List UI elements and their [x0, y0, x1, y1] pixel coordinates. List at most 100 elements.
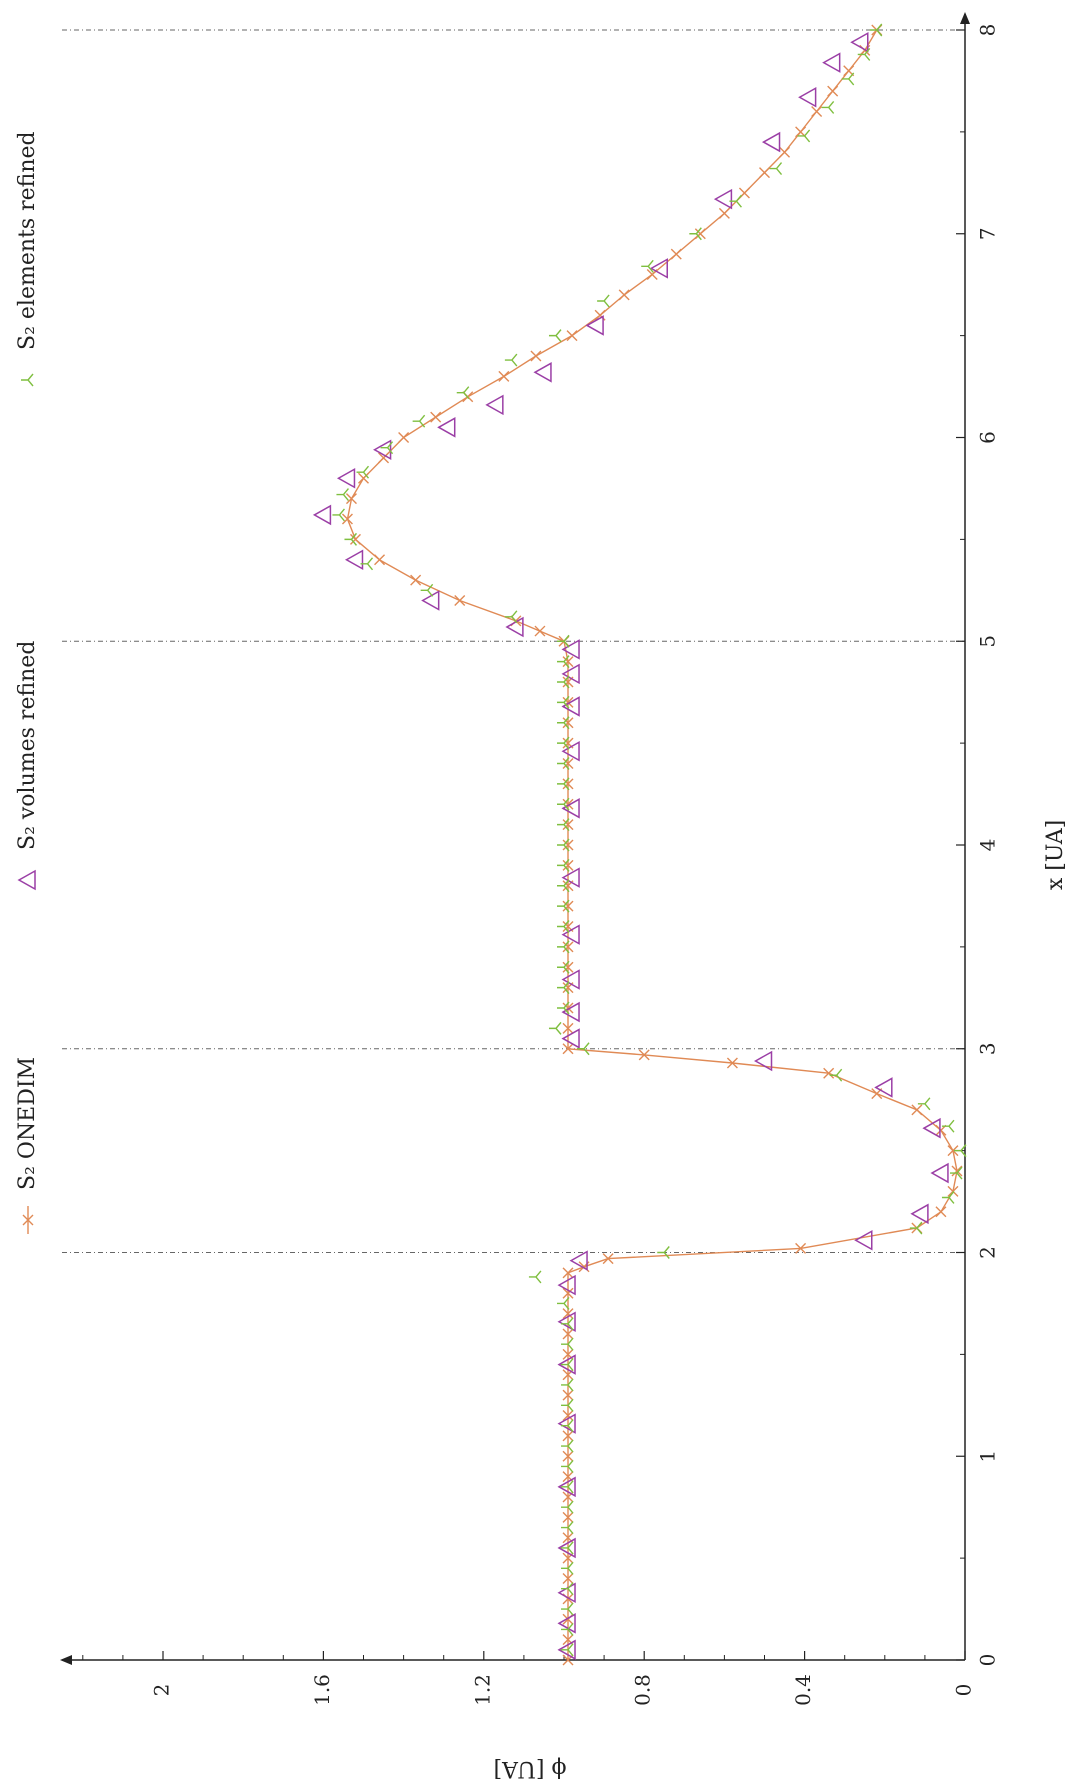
data-point	[569, 1250, 588, 1271]
data-point	[922, 1117, 941, 1139]
y-axis-label: ϕ [UA]	[494, 1756, 567, 1781]
data-point	[779, 146, 791, 158]
data-point	[561, 639, 580, 660]
data-point	[456, 386, 470, 400]
x-tick-label: 1	[976, 1450, 1000, 1463]
data-point	[557, 940, 570, 954]
data-point	[557, 777, 570, 791]
data-point	[561, 1358, 574, 1372]
data-point	[420, 583, 434, 597]
data-point	[557, 1311, 576, 1333]
data-point	[356, 465, 370, 479]
data-point	[562, 1450, 574, 1462]
y-tick-label: 1.6	[310, 1674, 334, 1706]
x-tick-label: 2	[976, 1246, 1000, 1259]
data-point	[533, 362, 552, 383]
legend-entry: S₂ volumes refined	[15, 641, 40, 891]
x-tick-label: 5	[976, 635, 1000, 648]
legend-label: S₂ volumes refined	[15, 641, 40, 850]
data-point	[557, 960, 570, 974]
data-point	[561, 1398, 574, 1412]
data-point	[753, 1050, 773, 1072]
data-point	[935, 1124, 947, 1136]
data-point	[917, 1097, 931, 1111]
data-point	[869, 23, 883, 37]
data-point	[557, 1639, 576, 1661]
data-point	[930, 1162, 949, 1184]
data-point	[561, 1541, 574, 1555]
data-point	[811, 106, 823, 117]
data-point	[557, 634, 570, 648]
data-point	[713, 188, 733, 210]
data-point	[562, 717, 574, 729]
data-point	[829, 1068, 843, 1082]
data-point	[561, 1419, 574, 1433]
y-tick-label: 0	[952, 1684, 976, 1697]
data-point	[597, 294, 610, 308]
data-point	[345, 493, 357, 505]
data-point	[561, 1337, 574, 1351]
data-point	[336, 467, 356, 489]
data-point	[798, 86, 817, 108]
data-point	[557, 716, 570, 730]
data-point	[911, 1104, 923, 1116]
data-point	[949, 1166, 963, 1180]
data-point	[410, 574, 422, 586]
data-point	[562, 1573, 574, 1584]
data-point	[841, 72, 855, 86]
x-tick-label: 3	[976, 1042, 1000, 1055]
data-point	[577, 1042, 590, 1056]
series-2	[312, 31, 949, 1661]
legend-entry: S₂ ONEDIM	[15, 1057, 40, 1234]
x-axis-arrow	[960, 12, 970, 24]
reference-lines	[62, 29, 965, 1253]
data-point	[548, 1021, 562, 1035]
data-point	[557, 695, 570, 709]
data-point	[562, 1267, 574, 1279]
data-point	[641, 259, 654, 273]
data-point	[562, 1328, 574, 1340]
data-point	[562, 1022, 574, 1034]
data-point	[557, 1274, 576, 1296]
data-point	[557, 797, 570, 811]
data-point	[557, 1537, 576, 1559]
data-point	[649, 258, 668, 279]
data-point	[795, 126, 807, 138]
data-point	[380, 441, 394, 455]
legend-label: S₂ ONEDIM	[15, 1057, 40, 1190]
data-point	[557, 879, 570, 893]
data-point	[561, 1378, 574, 1392]
data-point	[561, 1028, 580, 1049]
data-point	[562, 778, 574, 790]
x-tick-label: 6	[976, 431, 1000, 444]
data-point	[504, 610, 518, 624]
data-point	[562, 1430, 574, 1442]
x-tick-label: 4	[976, 839, 1000, 852]
data-point	[638, 1049, 650, 1061]
y-axis-arrow	[60, 1655, 72, 1665]
legend-label: S₂ elements refined	[15, 131, 40, 350]
data-point	[548, 329, 562, 343]
data-point	[562, 1410, 574, 1421]
series-3	[332, 23, 967, 1657]
data-point	[557, 1613, 576, 1634]
data-point	[953, 1144, 967, 1158]
data-point	[505, 616, 524, 638]
data-point	[761, 131, 781, 153]
data-point	[562, 656, 574, 668]
data-point	[561, 1602, 574, 1616]
x-tick-label: 7	[976, 227, 1000, 240]
data-point	[504, 353, 518, 367]
data-point	[562, 839, 574, 851]
data-point	[412, 414, 426, 428]
data-point	[485, 394, 504, 416]
data-point	[561, 1439, 574, 1453]
data-point	[561, 663, 580, 685]
data-point	[910, 1203, 929, 1225]
y-tick-label: 0.8	[631, 1674, 655, 1706]
data-point	[729, 194, 742, 208]
data-point	[694, 228, 706, 240]
data-point	[561, 1500, 574, 1514]
data-point	[562, 819, 574, 831]
